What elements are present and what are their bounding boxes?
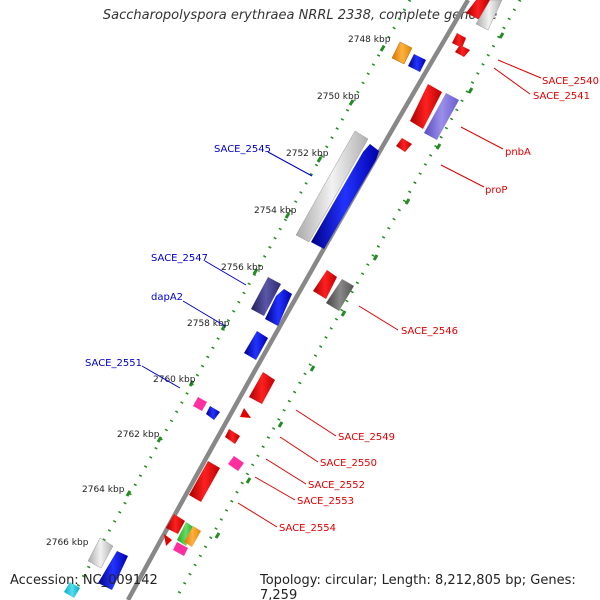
connector-sace-2554 [237,502,278,528]
connector-dapa2 [182,300,226,327]
gene-red-2766-a[interactable] [166,514,185,534]
gene-label[interactable]: dapA2 [151,292,183,303]
tick-label: 2764 kbp [82,485,125,495]
tick-mark [467,87,474,94]
tick-mark [435,143,442,150]
tick-mark [309,365,316,372]
genome-summary-text: Topology: circular; Length: 8,212,805 bp… [260,573,576,600]
tick-label: 2758 kbp [187,319,230,329]
tick-label: 2762 kbp [117,430,160,440]
gene-red-top[interactable] [466,0,490,20]
gene-cyan-2766[interactable] [64,582,80,598]
gene-gray-top[interactable] [475,0,503,31]
gene-label[interactable]: SACE_2546 [401,326,458,337]
gene-prop[interactable] [424,93,459,140]
gene-dapa2[interactable] [265,289,292,326]
tick-mark [125,490,132,497]
tick-mark [404,198,411,205]
gene-blue-2758[interactable] [244,331,268,360]
gene-blue-2766[interactable] [98,551,128,590]
gene-sace-2553[interactable] [228,456,244,471]
tick-mark [188,380,195,387]
gene-label[interactable]: SACE_2550 [320,458,377,469]
tick-mark [284,212,291,219]
tick-mark [340,310,347,317]
gene-sace-2545[interactable] [311,144,379,249]
scale-ring-outer [68,0,412,600]
gene-sace-2551-magenta[interactable] [193,397,207,411]
tick-mark [498,32,505,39]
connector-sace-2541 [493,67,531,95]
gene-sace-2541[interactable] [455,45,470,57]
gene-blue-small[interactable] [408,54,426,72]
gene-label[interactable]: proP [485,185,507,196]
label-connectors [141,59,542,528]
gene-label[interactable]: SACE_2540 [542,76,599,87]
gene-sace-2550[interactable] [240,408,251,418]
gene-green-2766[interactable] [177,522,195,546]
tick-mark [252,268,259,275]
connector-sace-2550 [279,436,319,463]
reverse-strand-genes [64,41,426,598]
gene-red-2766-b[interactable] [164,534,172,546]
gene-label[interactable]: SACE_2554 [279,523,336,534]
gene-label[interactable]: SACE_2553 [297,496,354,507]
gene-red-2756[interactable] [313,270,337,299]
gene-label[interactable]: SACE_2552 [308,480,365,491]
gene-sace-2549[interactable] [249,372,275,404]
gene-sace-2540[interactable] [452,33,466,48]
gene-label[interactable]: SACE_2547 [151,253,208,264]
gene-pnba[interactable] [410,84,442,129]
genome-backbone [126,0,470,600]
gene-sace-2552[interactable] [225,429,240,444]
gene-sace-2547[interactable] [251,277,281,316]
gene-label[interactable]: SACE_2551 [85,358,142,369]
tick-label: 2748 kbp [348,35,391,45]
inner-scale-tick-marks [214,32,505,539]
scale-ring-inner [173,0,522,600]
tick-mark [214,532,221,539]
tick-mark [245,477,252,484]
connector-prop [440,164,485,188]
connector-sace-2545 [267,151,313,177]
tick-label: 2766 kbp [46,538,89,548]
gene-label[interactable]: SACE_2545 [214,144,271,155]
gene-sace-2554[interactable] [189,461,220,502]
tick-mark [156,436,163,443]
connector-sace-2549 [295,409,337,437]
gene-sace-2551[interactable] [206,406,220,420]
connector-pnba [460,126,504,150]
gene-orange-2766[interactable] [184,526,201,547]
tick-mark [379,45,386,52]
forward-strand-genes [164,0,503,556]
tick-mark [372,254,379,261]
gene-red-2751[interactable] [396,138,412,152]
gene-sace-2545-gray[interactable] [295,130,369,243]
tick-mark [316,156,323,163]
gene-gray-2766[interactable] [87,537,114,569]
gene-sace-2546[interactable] [326,279,354,311]
tick-label: 2756 kbp [221,263,264,273]
connector-sace-2547 [204,260,247,286]
tick-label: 2752 kbp [286,149,329,159]
connector-sace-2553 [254,476,296,501]
tick-label: 2750 kbp [317,92,360,102]
accession-text: Accession: NC_009142 [10,573,158,588]
connector-sace-2540 [497,59,542,79]
tick-mark [277,421,284,428]
gene-label[interactable]: pnbA [505,147,531,158]
gene-label[interactable]: SACE_2541 [533,91,590,102]
tick-label: 2754 kbp [254,206,297,216]
gene-orange[interactable] [391,41,413,65]
gene-label[interactable]: SACE_2549 [338,432,395,443]
gene-magenta-2766[interactable] [173,542,188,556]
connector-sace-2551 [141,365,181,389]
tick-label: 2760 kbp [153,375,196,385]
gene-labels: SACE_2540 SACE_2541 pnbA proP SACE_2545 … [85,76,599,534]
connector-sace-2552 [265,458,307,485]
tick-mark [348,99,355,106]
connector-sace-2546 [358,305,399,331]
